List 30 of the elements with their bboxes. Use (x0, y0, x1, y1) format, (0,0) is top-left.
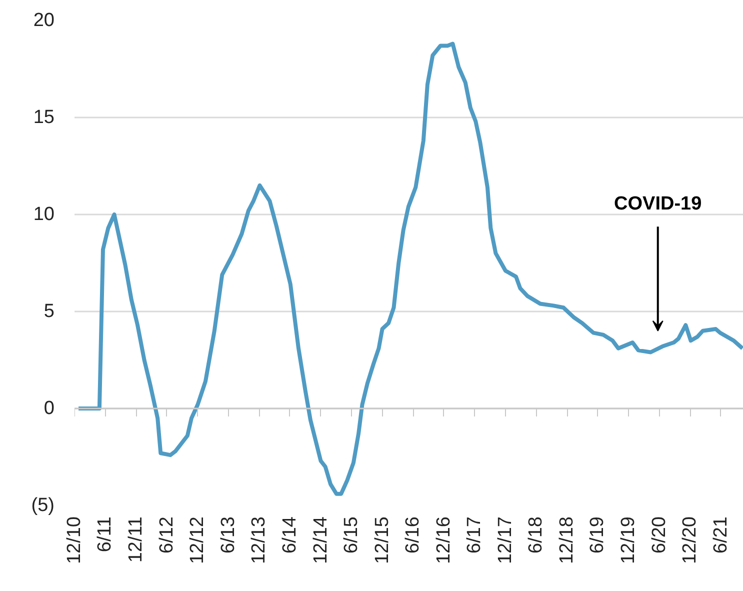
x-tick-label: 12/17 (495, 516, 516, 564)
x-tick-label: 6/20 (648, 516, 670, 554)
x-tick-label: 12/13 (248, 516, 270, 564)
line-series (76, 42, 743, 496)
annotation: COVID-19 (614, 194, 702, 214)
x-tick-label: 6/13 (218, 516, 239, 554)
x-tick-label: 6/15 (340, 516, 362, 554)
x-tick-label: 12/16 (433, 516, 454, 564)
x-tick-label: 12/14 (310, 516, 332, 564)
x-tick-label: 6/16 (402, 516, 424, 554)
x-tick-label: 6/19 (587, 516, 608, 554)
x-tick-label: 12/11 (126, 516, 147, 563)
y-tick-label: (5) (31, 495, 55, 516)
x-tick-label: 6/12 (156, 516, 178, 554)
y-tick-label: 20 (33, 10, 55, 31)
x-tick-label: 6/21 (710, 516, 732, 554)
x-tick-label: 6/17 (464, 516, 486, 554)
x-tick-label: 6/11 (94, 516, 116, 552)
x-tick-label: 12/15 (372, 516, 393, 564)
x-tick-label: 12/12 (187, 516, 208, 564)
y-tick-label: 0 (44, 398, 55, 419)
y-tick-label: 15 (33, 107, 55, 128)
x-tick-label: 12/18 (556, 516, 578, 564)
y-tick-label: 5 (44, 301, 55, 322)
x-tick-label: 6/14 (279, 516, 300, 554)
y-tick-label: 10 (33, 204, 55, 225)
x-tick-label: 6/18 (526, 516, 547, 554)
x-tick-label: 12/19 (618, 516, 640, 564)
x-tick-label: 12/10 (64, 516, 85, 564)
x-tick-label: 12/20 (680, 516, 701, 564)
